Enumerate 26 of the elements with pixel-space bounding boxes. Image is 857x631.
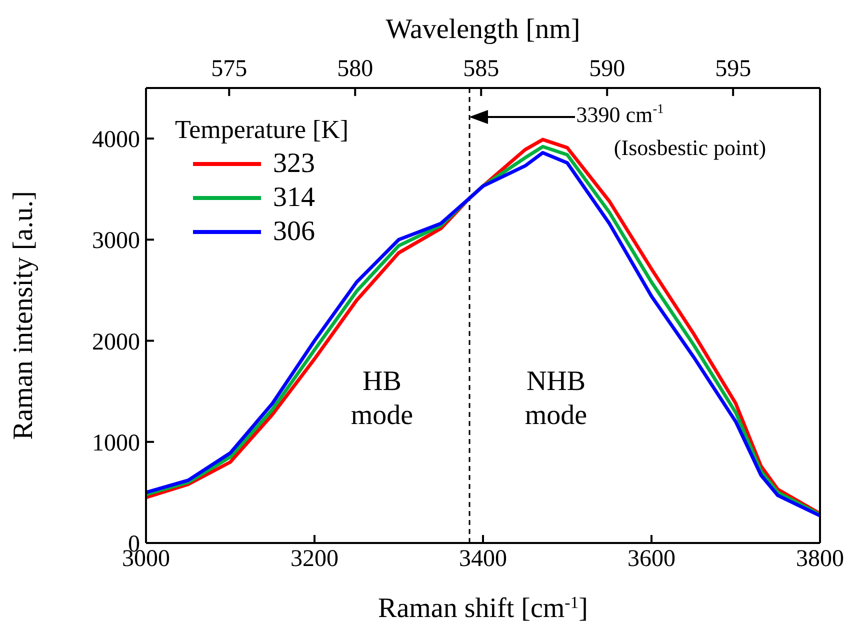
x2-tick-label: 590 [589, 56, 626, 82]
x-tick-label: 3800 [796, 546, 844, 572]
annotation: mode [350, 400, 414, 432]
x-tick-label: 3400 [459, 546, 507, 572]
x2-tick-label: 595 [715, 56, 752, 82]
legend-label: 323 [273, 147, 315, 181]
x2-tick-label: 580 [337, 56, 374, 82]
x-tick-label: 3200 [290, 546, 338, 572]
y-tick-label: 1000 [92, 430, 140, 456]
annotation: 3390 cm$^{-1}$ [576, 100, 664, 128]
y-tick-label: 2000 [92, 329, 140, 356]
y-tick-label: 3000 [92, 228, 140, 254]
y-tick-label: 4000 [92, 127, 140, 154]
legend-label: 314 [273, 181, 315, 215]
annotation: mode [524, 400, 588, 432]
x2-tick-label: 575 [211, 56, 248, 82]
x-tick-label: 3600 [628, 546, 676, 572]
annotation: NHB [526, 366, 586, 398]
x2-tick-label: 585 [463, 56, 500, 82]
y-axis-title: Raman intensity [a.u.] [8, 191, 39, 440]
x-axis-title: Raman shift [cm$^{-1}$] [378, 592, 588, 624]
annotation: (Isosbestic point) [614, 135, 766, 160]
legend-label: 306 [273, 215, 315, 249]
legend-title: Temperature [K] [175, 115, 349, 145]
annotation: HB [362, 366, 402, 398]
x2-axis-title: Wavelength [nm] [386, 14, 580, 45]
